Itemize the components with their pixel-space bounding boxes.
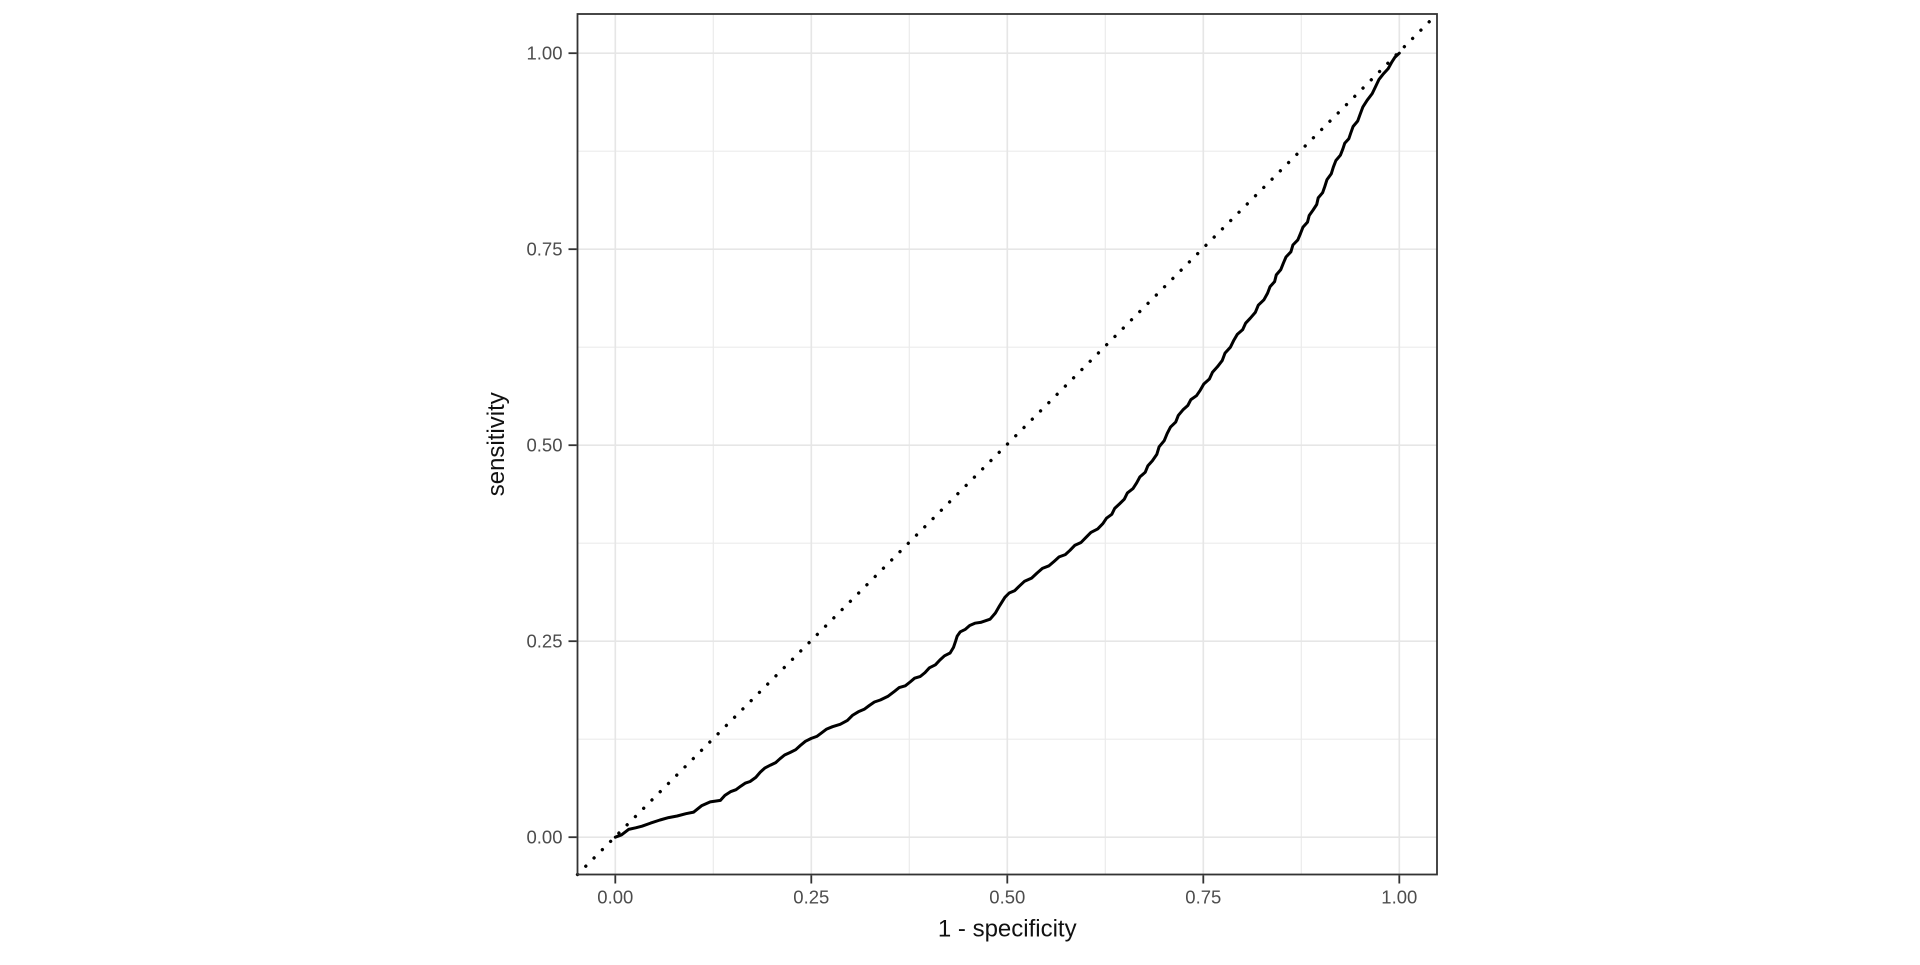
y-axis-tick-labels: 0.00 0.25 0.50 0.75 1.00 bbox=[526, 43, 562, 848]
y-tick-label: 0.25 bbox=[526, 631, 562, 652]
y-axis-tick-marks bbox=[568, 52, 577, 839]
roc-curve-path bbox=[613, 51, 1401, 839]
x-tick-label: 0.00 bbox=[597, 887, 633, 908]
panel-border bbox=[576, 13, 1438, 876]
x-tick-label: 1.00 bbox=[1381, 887, 1417, 908]
y-tick-label: 0.00 bbox=[526, 827, 562, 848]
x-axis-tick-labels: 0.00 0.25 0.50 0.75 1.00 bbox=[597, 887, 1417, 908]
y-axis-title: sensitivity bbox=[483, 392, 510, 496]
roc-curve-line bbox=[613, 51, 1401, 839]
x-axis-tick-marks bbox=[614, 875, 1401, 884]
x-tick-label: 0.50 bbox=[989, 887, 1025, 908]
chance-diagonal bbox=[575, 12, 1439, 877]
y-tick-label: 0.75 bbox=[526, 239, 562, 260]
x-tick-label: 0.25 bbox=[793, 887, 829, 908]
chance-diagonal-line bbox=[575, 12, 1439, 877]
y-tick-label: 0.50 bbox=[526, 435, 562, 456]
major-gridlines bbox=[577, 14, 1437, 875]
y-tick-label: 1.00 bbox=[526, 43, 562, 64]
x-axis-title: 1 - specificity bbox=[938, 916, 1077, 943]
x-tick-label: 0.75 bbox=[1185, 887, 1221, 908]
